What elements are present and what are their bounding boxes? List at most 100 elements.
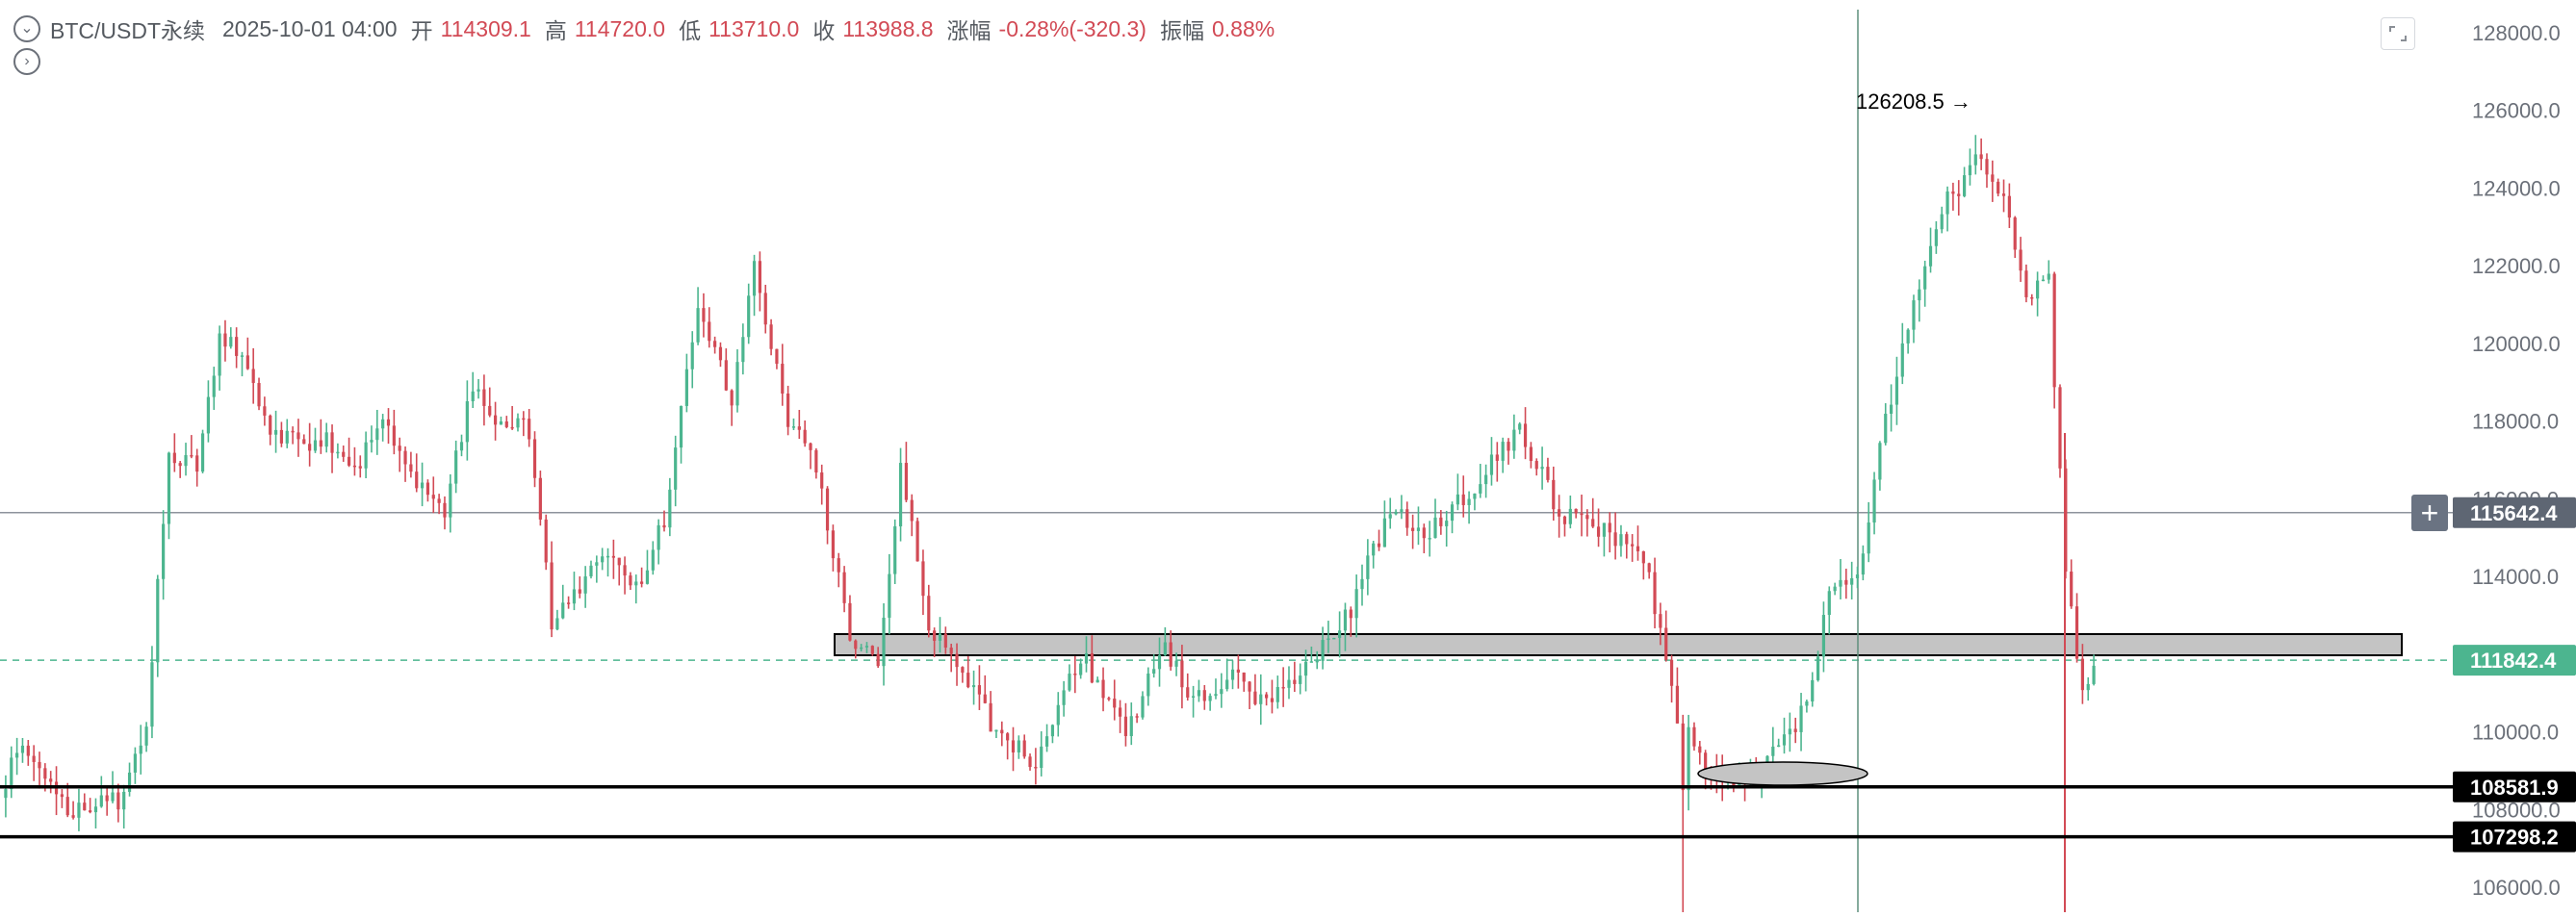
candle-body-down	[662, 524, 666, 528]
candle-body-down	[544, 519, 548, 563]
candle-body-up	[1303, 661, 1308, 676]
candle-body-up	[285, 430, 289, 444]
candle-body-up	[122, 791, 126, 810]
chevron-down-circle-icon[interactable]: ⌄	[13, 15, 40, 42]
y-axis-tick-label: 126000.0	[2472, 99, 2561, 123]
candle-body-down	[2070, 572, 2074, 607]
amplitude-value: 0.88%	[1211, 15, 1275, 41]
candle-body-down	[730, 390, 734, 406]
candle-body-down	[425, 482, 430, 496]
candle-body-up	[1878, 443, 1882, 480]
candle-body-down	[65, 797, 69, 816]
candle-body-up	[93, 806, 98, 813]
candle-body-down	[966, 673, 970, 688]
candle-body-down	[1022, 740, 1026, 757]
candle-body-down	[403, 450, 407, 465]
candle-body-down	[245, 355, 249, 369]
candle-body-down	[1552, 479, 1556, 510]
low-label: 低	[679, 18, 702, 43]
candle-body-up	[516, 418, 520, 428]
candle-body-up	[791, 426, 796, 428]
candle-body-down	[1692, 726, 1696, 747]
chevron-right-circle-icon[interactable]: ›	[13, 48, 40, 75]
add-alert-button[interactable]: +	[2411, 495, 2448, 531]
candle-body-up	[1197, 690, 1201, 697]
candle-body-up	[651, 549, 655, 571]
candle-body-down	[1180, 660, 1184, 688]
candle-body-up	[156, 578, 160, 663]
candle-body-down	[1996, 181, 2000, 194]
candle-body-up	[139, 745, 142, 754]
candle-body-down	[910, 499, 914, 522]
candle-body-down	[431, 495, 435, 499]
candle-body-down	[522, 418, 526, 420]
candle-body-up	[1788, 728, 1791, 735]
candle-body-down	[2030, 296, 2034, 299]
fullscreen-corner-icon	[2389, 26, 2407, 41]
candle-body-down	[279, 429, 284, 444]
candle-body-down	[1293, 679, 1297, 684]
candle-body-up	[1771, 746, 1775, 756]
candle-body-down	[2080, 658, 2084, 691]
candle-body-down	[2001, 193, 2006, 196]
candle-body-up	[1855, 574, 1860, 578]
candle-body-down	[1169, 642, 1172, 667]
candle-body-up	[1850, 577, 1854, 585]
symbol-label[interactable]: BTC/USDT永续	[50, 18, 205, 43]
candle-body-up	[459, 442, 464, 451]
candle-body-up	[1602, 522, 1607, 537]
candle-body-up	[144, 726, 148, 746]
candle-body-up	[1918, 289, 1921, 301]
candle-body-up	[1400, 509, 1404, 512]
candle-body-down	[1248, 681, 1251, 692]
y-axis-tick-label: 128000.0	[2472, 21, 2561, 45]
candle-body-up	[381, 419, 385, 429]
candle-body-down	[629, 575, 632, 586]
candle-body-up	[747, 295, 751, 338]
candle-body-up	[1141, 696, 1145, 718]
candle-body-up	[420, 482, 425, 489]
candle-body-up	[1839, 579, 1842, 587]
support-price-tag-upper: 108581.9	[2470, 776, 2559, 800]
candle-body-down	[71, 815, 75, 818]
candle-body-down	[640, 581, 644, 584]
candle-body-down	[1461, 494, 1465, 505]
candle-body-down	[2007, 195, 2011, 218]
candle-body-down	[809, 443, 812, 450]
candle-body-up	[1129, 716, 1133, 737]
candle-body-down	[1669, 659, 1674, 686]
candle-body-down	[825, 488, 830, 531]
candle-body-down	[1495, 454, 1499, 461]
candle-body-up	[971, 685, 976, 688]
candle-body-down	[330, 432, 334, 453]
candle-body-up	[1050, 725, 1055, 737]
candle-body-down	[718, 346, 723, 361]
candle-body-down	[296, 432, 300, 440]
candle-body-up	[1782, 734, 1787, 746]
candle-body-down	[386, 419, 391, 426]
candle-body-up	[1056, 704, 1060, 726]
candle-body-up	[589, 565, 593, 577]
candle-body-down	[1242, 672, 1246, 682]
candle-body-down	[172, 452, 176, 464]
y-axis-tick-label: 122000.0	[2472, 254, 2561, 278]
candle-body-up	[1816, 656, 1820, 680]
candle-body-down	[1574, 508, 1578, 514]
candle-body-up	[1906, 329, 1910, 344]
candle-body-up	[1354, 589, 1358, 619]
candle-body-up	[133, 753, 137, 773]
candle-body-up	[1394, 511, 1398, 515]
candle-body-down	[443, 502, 447, 518]
candle-body-down	[532, 439, 537, 478]
candle-body-up	[1934, 229, 1938, 246]
candle-body-down	[831, 530, 835, 559]
candle-body-down	[415, 471, 419, 489]
candle-body-down	[1236, 669, 1240, 673]
fullscreen-button[interactable]	[2381, 17, 2415, 50]
candle-body-up	[1872, 479, 1876, 523]
candle-body-down	[1101, 679, 1105, 699]
candle-body-up	[1479, 484, 1482, 494]
candle-body-down	[1596, 526, 1601, 537]
